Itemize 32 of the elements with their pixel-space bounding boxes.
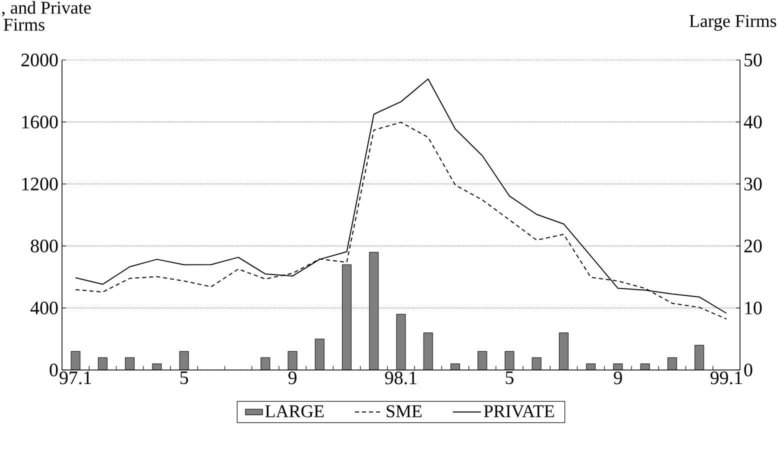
x-tick-label: 99.1 xyxy=(710,372,742,384)
bar xyxy=(369,252,379,370)
y-axis-title: Firms xyxy=(4,18,44,31)
y2-tick-label: 10 xyxy=(745,302,762,314)
x-tick-label: 5 xyxy=(180,372,188,384)
y2-tick-label: 0 xyxy=(744,364,752,376)
x-tick-label: 97.1 xyxy=(60,372,91,384)
y-tick-label: 400 xyxy=(30,302,58,314)
bar xyxy=(342,264,352,370)
legend-label: LARGE xyxy=(265,405,324,418)
bar xyxy=(423,332,433,370)
x-tick-label: 5 xyxy=(506,372,514,384)
legend-label: PRIVATE xyxy=(484,405,554,418)
y2-axis-title: Large Firms xyxy=(689,15,776,31)
bar xyxy=(694,344,704,370)
bar xyxy=(558,332,568,370)
x-tick-label: 9 xyxy=(614,372,622,384)
bar xyxy=(314,338,324,370)
y-tick-label: 0 xyxy=(50,364,58,376)
y2-tick-label: 40 xyxy=(744,116,762,128)
y-tick-label: 1200 xyxy=(22,178,58,190)
legend-label: SME xyxy=(386,405,422,418)
x-tick-label: 98.1 xyxy=(385,372,416,384)
y2-tick-label: 20 xyxy=(744,240,762,252)
y-tick-label: 2000 xyxy=(21,54,58,66)
bar xyxy=(478,351,488,370)
y-tick-label: 800 xyxy=(30,240,58,252)
y-tick-label: 1600 xyxy=(22,116,58,128)
y2-tick-label: 30 xyxy=(744,178,762,190)
chart-title: , and Private xyxy=(2,1,91,16)
y2-tick-label: 50 xyxy=(744,54,762,66)
x-tick-label: 9 xyxy=(288,372,296,384)
